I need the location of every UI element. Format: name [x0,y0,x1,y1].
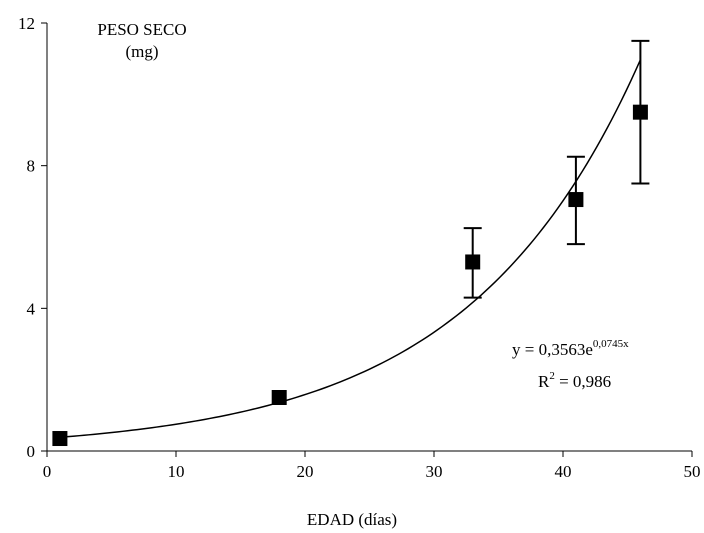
x-axis-label: EDAD (días) [306,510,398,529]
trend-equation: y = 0,3563e0,0745x [512,338,629,360]
x-tick-label: 40 [555,462,572,481]
r2-value: = 0,986 [554,372,612,391]
data-point [568,192,584,208]
x-axis-ticks: 0 10 20 30 40 50 [43,451,701,481]
y-tick-label: 12 [18,14,35,33]
y-tick-label: 0 [27,442,36,461]
axes [46,23,692,452]
x-tick-label: 50 [684,462,701,481]
y-tick-label: 8 [27,157,36,176]
equation-exponent: 0,0745x [592,338,629,351]
data-point [52,431,68,447]
x-tick-label: 10 [168,462,185,481]
equation-prefix: y = 0,3563e [512,340,593,359]
r-squared: R2 = 0,986 [538,370,612,392]
data-point [465,254,481,270]
x-tick-label: 20 [297,462,314,481]
y-tick-label: 4 [27,299,36,318]
data-point [271,390,287,405]
y-axis-label-line1: PESO SECO [97,20,187,39]
y-axis-label-line2: (mg) [125,42,159,61]
y-axis-ticks: 0 4 8 12 [18,14,47,461]
trendline [59,59,642,439]
r2-power: 2 [549,370,555,383]
x-tick-label: 0 [43,462,52,481]
x-tick-label: 30 [426,462,443,481]
r2-prefix: R [538,372,550,391]
data-markers [52,104,648,447]
y-axis-label: PESO SECO (mg) [62,20,222,62]
data-point [632,104,648,120]
error-bars [463,39,650,299]
